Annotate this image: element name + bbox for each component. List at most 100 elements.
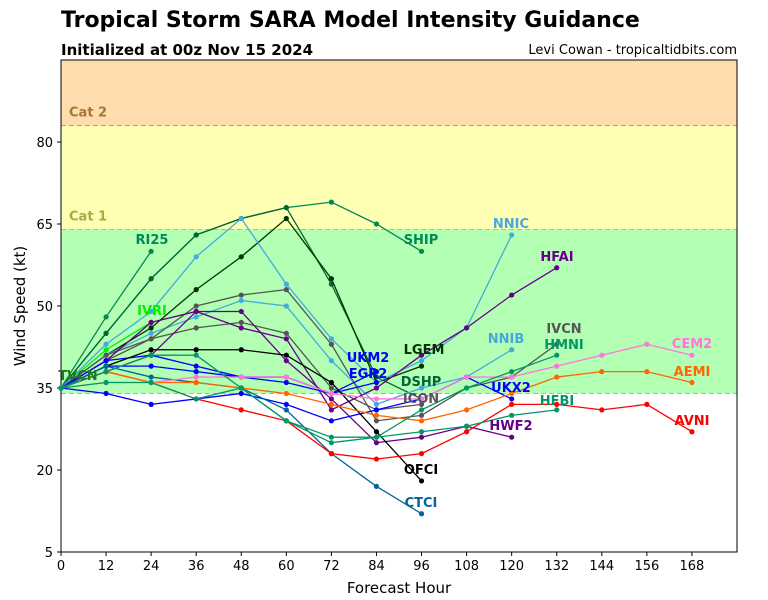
data-point-lgem bbox=[238, 254, 244, 260]
data-point-ukm2 bbox=[103, 358, 109, 364]
x-tick-label: 72 bbox=[323, 559, 340, 574]
data-point-nnib bbox=[509, 347, 515, 353]
data-point-hfbi bbox=[418, 429, 425, 435]
data-point-hfbi bbox=[103, 379, 109, 386]
data-point-aemi bbox=[554, 374, 560, 380]
data-point-cem2 bbox=[509, 374, 515, 380]
data-point-ctci bbox=[103, 363, 109, 369]
data-point-ship bbox=[418, 248, 425, 254]
data-point-lgem bbox=[148, 325, 154, 331]
x-tick-label: 156 bbox=[634, 559, 659, 574]
data-point-nnic bbox=[103, 341, 109, 347]
data-point-aemi bbox=[644, 369, 650, 375]
data-point-avni bbox=[689, 429, 695, 435]
data-point-ukx2 bbox=[328, 418, 334, 424]
series-line-egr2 bbox=[60, 365, 377, 395]
y-tick-label: 65 bbox=[36, 218, 53, 233]
data-point-ofci bbox=[193, 347, 199, 353]
data-point-egr2 bbox=[373, 379, 380, 386]
data-point-hfbi bbox=[328, 434, 334, 440]
data-point-aemi bbox=[373, 412, 380, 418]
data-point-hwf2 bbox=[283, 358, 289, 364]
x-tick-label: 12 bbox=[98, 559, 115, 574]
series-label-tvcn: TVCN bbox=[58, 369, 97, 384]
data-point-cem2 bbox=[689, 352, 695, 358]
data-point-hfai bbox=[464, 325, 470, 331]
data-point-ukx2 bbox=[283, 401, 289, 407]
x-tick-label: 48 bbox=[233, 559, 250, 574]
data-point-hfbi bbox=[58, 385, 64, 391]
band-label: Cat 1 bbox=[69, 209, 107, 224]
data-point-hfai bbox=[283, 336, 289, 342]
data-point-icon bbox=[283, 330, 289, 336]
series-label-hfai: HFAI bbox=[540, 250, 573, 265]
data-point-nnic bbox=[418, 358, 425, 364]
data-point-hfbi bbox=[554, 407, 560, 413]
data-point-nnic bbox=[509, 232, 515, 238]
chart-credit: Levi Cowan - tropicaltidbits.com bbox=[528, 43, 737, 58]
data-point-ofci bbox=[328, 379, 334, 386]
data-point-ship bbox=[373, 221, 380, 227]
data-point-nnib bbox=[373, 401, 380, 407]
data-point-hfai bbox=[148, 319, 154, 325]
data-point-hmni bbox=[103, 369, 109, 375]
data-point-ri25 bbox=[148, 248, 154, 254]
x-tick-label: 96 bbox=[413, 559, 430, 574]
data-point-lgem bbox=[418, 363, 425, 369]
series-label-ctci: CTCI bbox=[405, 496, 438, 511]
series-label-dshp: DSHP bbox=[401, 375, 442, 390]
data-point-hfbi bbox=[464, 423, 470, 429]
data-point-ctci bbox=[418, 511, 425, 517]
data-point-cem2 bbox=[238, 374, 244, 380]
data-point-egr2 bbox=[148, 363, 154, 369]
data-point-hmni bbox=[418, 407, 425, 413]
data-point-ivcn bbox=[103, 352, 109, 358]
data-point-cem2 bbox=[373, 396, 380, 402]
data-point-ship bbox=[328, 199, 334, 205]
data-point-egr2 bbox=[193, 369, 199, 375]
band bbox=[61, 393, 737, 552]
data-point-ctci bbox=[283, 407, 289, 413]
data-point-hfbi bbox=[238, 385, 244, 391]
y-tick-label: 35 bbox=[36, 382, 53, 397]
data-point-aemi bbox=[283, 390, 289, 397]
series-label-aemi: AEMI bbox=[674, 365, 711, 380]
data-point-hwf2 bbox=[193, 308, 199, 315]
data-point-dshp bbox=[103, 330, 109, 336]
data-point-icon bbox=[148, 336, 154, 342]
data-point-lgem bbox=[193, 287, 199, 293]
data-point-nnic bbox=[148, 308, 154, 315]
chart-title: Tropical Storm SARA Model Intensity Guid… bbox=[61, 8, 640, 33]
data-point-hfai bbox=[554, 265, 560, 271]
data-point-dshp bbox=[193, 232, 199, 238]
data-point-nnib bbox=[193, 314, 199, 320]
series-label-ukx2: UKX2 bbox=[491, 381, 531, 396]
data-point-hmni bbox=[509, 369, 515, 375]
data-point-ukx2 bbox=[238, 390, 244, 397]
data-point-aemi bbox=[464, 407, 470, 413]
data-point-ivcn bbox=[283, 287, 289, 293]
data-point-aemi bbox=[328, 401, 334, 407]
data-point-cem2 bbox=[193, 374, 199, 380]
data-point-hmni bbox=[464, 385, 470, 391]
data-point-hwf2 bbox=[509, 434, 515, 440]
data-point-hfai bbox=[373, 385, 380, 391]
data-point-cem2 bbox=[418, 396, 425, 402]
data-point-ukx2 bbox=[148, 401, 154, 407]
data-point-hmni bbox=[148, 352, 154, 358]
y-tick-label: 50 bbox=[36, 300, 53, 315]
series-label-ofci: OFCI bbox=[404, 463, 438, 478]
data-point-aemi bbox=[599, 369, 605, 375]
x-tick-label: 84 bbox=[368, 559, 385, 574]
series-label-hmni: HMNI bbox=[544, 338, 584, 353]
x-tick-label: 108 bbox=[454, 559, 479, 574]
data-point-cem2 bbox=[464, 374, 470, 380]
chart-subtitle: Initialized at 00z Nov 15 2024 bbox=[61, 41, 314, 59]
data-point-hfbi bbox=[373, 434, 380, 440]
data-point-icon bbox=[238, 319, 244, 325]
data-point-avni bbox=[599, 407, 605, 413]
data-point-aemi bbox=[509, 390, 515, 397]
data-point-egr2 bbox=[283, 379, 289, 386]
series-label-ship: SHIP bbox=[404, 233, 439, 248]
data-point-cem2 bbox=[328, 390, 334, 397]
